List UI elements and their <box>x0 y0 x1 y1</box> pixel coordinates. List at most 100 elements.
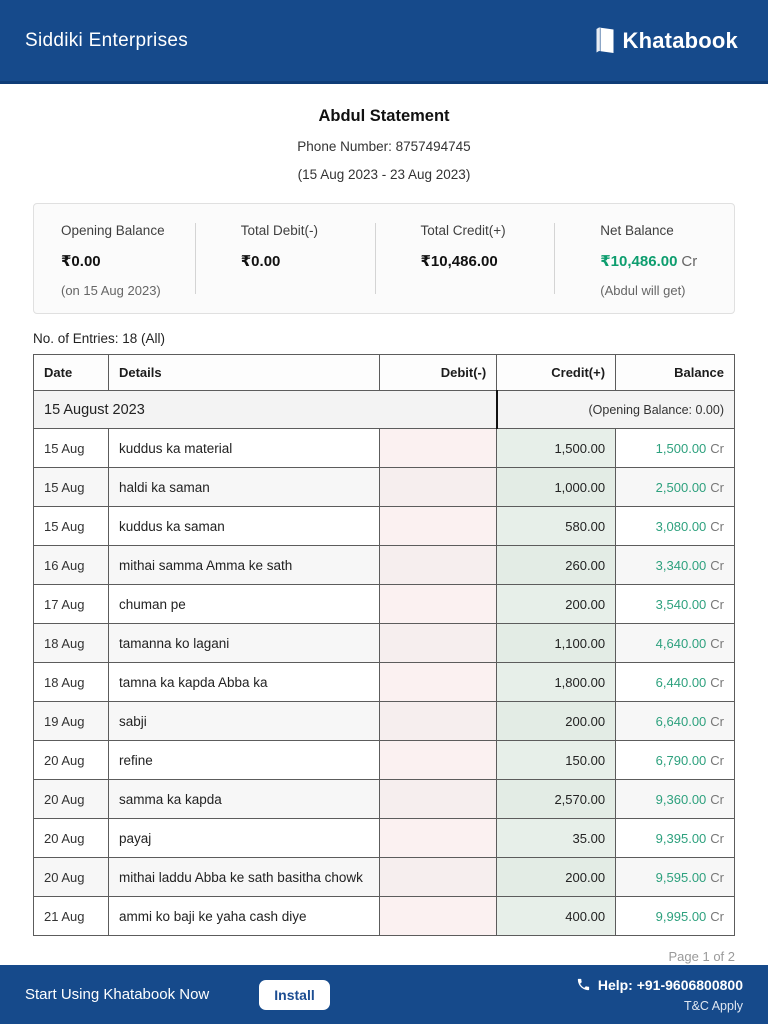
row-credit: 200.00 <box>496 701 617 741</box>
row-balance-suffix: Cr <box>710 518 724 534</box>
footer-bar: Start Using Khatabook Now Install Help: … <box>0 965 768 1024</box>
book-icon <box>593 26 617 55</box>
row-credit: 200.00 <box>496 584 617 624</box>
row-date: 16 Aug <box>33 545 109 585</box>
row-balance: 9,360.00 Cr <box>615 779 735 819</box>
row-details: haldi ka saman <box>107 467 381 507</box>
section-opening-balance-note: (Opening Balance: 0.00) <box>496 390 735 429</box>
table-row: 15 Aug kuddus ka saman 580.00 3,080.00 Cr <box>33 506 735 546</box>
row-details: refine <box>107 740 381 780</box>
row-details: tamna ka kapda Abba ka <box>107 662 381 702</box>
row-date: 20 Aug <box>33 818 109 858</box>
summary-opening-balance: Opening Balance ₹0.00 (on 15 Aug 2023) <box>34 223 195 298</box>
row-details: kuddus ka saman <box>107 506 381 546</box>
statement-heading: Abdul Statement Phone Number: 8757494745… <box>0 107 768 182</box>
row-date: 21 Aug <box>33 896 109 936</box>
row-balance-suffix: Cr <box>710 791 724 807</box>
column-header-date: Date <box>33 354 109 391</box>
row-balance-amount: 9,595.00 <box>655 869 707 885</box>
help-phone-text: Help: +91-9606800800 <box>597 976 743 993</box>
help-phone-link[interactable]: Help: +91-9606800800 <box>576 977 743 993</box>
summary-label: Net Balance <box>600 223 674 238</box>
row-credit: 200.00 <box>496 857 617 897</box>
table-row: 19 Aug sabji 200.00 6,640.00 Cr <box>33 701 735 741</box>
page-number: Page 1 of 2 <box>668 949 736 964</box>
row-debit <box>379 623 498 663</box>
row-debit <box>379 857 498 897</box>
table-row: 17 Aug chuman pe 200.00 3,540.00 Cr <box>33 584 735 624</box>
row-balance: 3,540.00 Cr <box>615 584 735 624</box>
row-date: 19 Aug <box>33 701 109 741</box>
table-row: 21 Aug ammi ko baji ke yaha cash diye 40… <box>33 896 735 936</box>
row-date: 20 Aug <box>33 779 109 819</box>
row-details: tamanna ko lagani <box>107 623 381 663</box>
summary-value: ₹0.00 <box>240 253 281 270</box>
table-row: 18 Aug tamanna ko lagani 1,100.00 4,640.… <box>33 623 735 663</box>
row-balance-suffix: Cr <box>710 635 724 651</box>
transactions-table: Date Details Debit(-) Credit(+) Balance … <box>32 354 735 936</box>
row-balance-suffix: Cr <box>710 479 724 495</box>
row-debit <box>379 779 498 819</box>
summary-label: Total Credit(+) <box>420 223 506 238</box>
row-balance-amount: 9,395.00 <box>655 830 707 846</box>
row-balance-suffix: Cr <box>710 830 724 846</box>
row-balance: 2,500.00 Cr <box>615 467 735 507</box>
entries-count-line: No. of Entries: 18 (All) <box>33 331 166 346</box>
row-debit <box>379 506 498 546</box>
row-balance: 6,790.00 Cr <box>615 740 735 780</box>
row-credit: 2,570.00 <box>496 779 617 819</box>
row-credit: 150.00 <box>496 740 617 780</box>
statement-phone: Phone Number: 8757494745 <box>297 139 471 154</box>
table-row: 20 Aug payaj 35.00 9,395.00 Cr <box>33 818 735 858</box>
row-debit <box>379 467 498 507</box>
column-header-balance: Balance <box>615 354 735 391</box>
row-balance-amount: 6,640.00 <box>655 713 707 729</box>
row-credit: 400.00 <box>496 896 617 936</box>
tnc-text: T&C Apply <box>683 998 743 1013</box>
row-debit <box>379 662 498 702</box>
row-details: kuddus ka material <box>107 428 381 468</box>
row-balance-amount: 1,500.00 <box>655 440 707 456</box>
row-balance-amount: 3,540.00 <box>655 596 707 612</box>
row-date: 15 Aug <box>33 467 109 507</box>
table-row: 20 Aug mithai laddu Abba ke sath basitha… <box>33 857 735 897</box>
row-balance: 9,995.00 Cr <box>615 896 735 936</box>
table-row: 15 Aug haldi ka saman 1,000.00 2,500.00 C… <box>33 467 735 507</box>
row-balance-suffix: Cr <box>710 752 724 768</box>
row-balance-amount: 6,440.00 <box>655 674 707 690</box>
top-header-bar: Siddiki Enterprises Khatabook <box>0 0 768 84</box>
summary-value: ₹0.00 <box>61 253 101 270</box>
row-date: 15 Aug <box>33 506 109 546</box>
row-balance: 6,640.00 Cr <box>615 701 735 741</box>
brand-name: Khatabook <box>622 27 738 53</box>
table-row: 20 Aug samma ka kapda 2,570.00 9,360.00 C… <box>33 779 735 819</box>
table-row: 20 Aug refine 150.00 6,790.00 Cr <box>33 740 735 780</box>
business-name: Siddiki Enterprises <box>25 29 189 51</box>
row-balance-suffix: Cr <box>710 674 724 690</box>
summary-label: Total Debit(-) <box>240 223 319 238</box>
row-debit <box>379 545 498 585</box>
row-details: sabji <box>107 701 381 741</box>
row-details: payaj <box>107 818 381 858</box>
row-balance-amount: 9,995.00 <box>655 908 707 924</box>
install-button[interactable]: Install <box>259 979 330 1010</box>
row-credit: 580.00 <box>496 506 617 546</box>
row-balance-amount: 2,500.00 <box>655 479 707 495</box>
row-date: 17 Aug <box>33 584 109 624</box>
row-credit: 260.00 <box>496 545 617 585</box>
summary-value: ₹10,486.00 Cr <box>600 252 734 270</box>
row-balance-suffix: Cr <box>710 869 724 885</box>
row-balance-suffix: Cr <box>710 596 724 612</box>
row-details: samma ka kapda <box>107 779 381 819</box>
row-balance: 1,500.00 Cr <box>615 428 735 468</box>
row-balance-amount: 9,360.00 <box>655 791 707 807</box>
row-details: chuman pe <box>107 584 381 624</box>
section-date-label: 15 August 2023 <box>32 390 498 429</box>
column-header-credit: Credit(+) <box>496 354 617 391</box>
statement-title: Abdul Statement <box>318 107 450 125</box>
date-section: 15 August 2023 (Opening Balance: 0.00) <box>32 390 735 429</box>
net-balance-suffix: Cr <box>681 253 698 270</box>
summary-label: Opening Balance <box>61 223 165 238</box>
row-debit <box>379 428 498 468</box>
table-rows: 15 Aug kuddus ka material 1,500.00 1,500… <box>33 428 735 936</box>
